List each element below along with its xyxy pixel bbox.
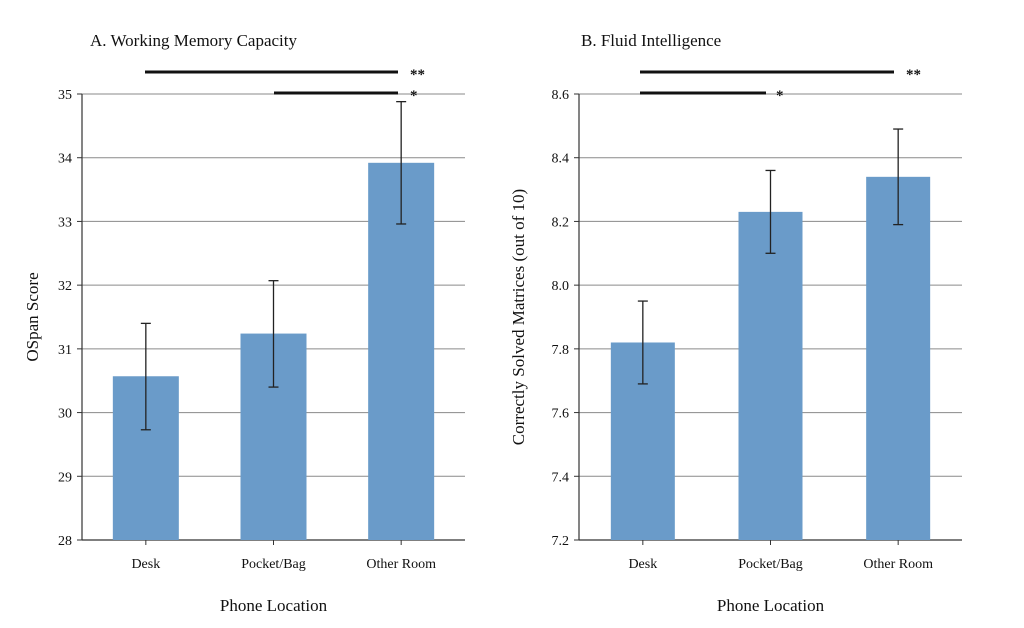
y-axis-title: Correctly Solved Matrices (out of 10) bbox=[509, 189, 528, 445]
x-tick-label: Desk bbox=[131, 557, 160, 572]
bar bbox=[368, 162, 435, 540]
significance-marker: * bbox=[410, 88, 418, 104]
bar bbox=[738, 211, 803, 540]
y-tick-label: 7.8 bbox=[552, 343, 570, 358]
chart-title: B. Fluid Intelligence bbox=[581, 31, 721, 50]
chart-panel-working-memory: A. Working Memory Capacity OSpan Score P… bbox=[23, 31, 465, 615]
x-tick-label: Other Room bbox=[863, 557, 933, 572]
y-tick-label: 34 bbox=[58, 152, 72, 167]
significance-marker: ** bbox=[906, 67, 921, 83]
y-axis-title: OSpan Score bbox=[23, 272, 42, 361]
y-tick-label: 8.0 bbox=[552, 279, 570, 294]
x-tick-label: Other Room bbox=[366, 557, 436, 572]
x-tick-label: Desk bbox=[628, 557, 657, 572]
y-tick-label: 29 bbox=[58, 470, 72, 485]
chart-title: A. Working Memory Capacity bbox=[90, 31, 298, 50]
y-tick-label: 31 bbox=[58, 343, 72, 358]
y-tick-label: 7.4 bbox=[552, 470, 570, 485]
y-tick-label: 8.6 bbox=[552, 88, 570, 103]
bar bbox=[866, 176, 931, 541]
x-tick-label: Pocket/Bag bbox=[241, 557, 306, 572]
y-tick-label: 7.6 bbox=[552, 407, 570, 422]
y-tick-label: 8.2 bbox=[552, 215, 570, 230]
y-tick-label: 8.4 bbox=[552, 152, 570, 167]
x-axis-title: Phone Location bbox=[220, 596, 328, 615]
y-tick-label: 7.2 bbox=[552, 534, 570, 549]
y-tick-label: 32 bbox=[58, 279, 72, 294]
significance-marker: ** bbox=[410, 67, 425, 83]
y-tick-label: 30 bbox=[58, 407, 72, 422]
x-tick-label: Pocket/Bag bbox=[738, 557, 803, 572]
y-tick-label: 28 bbox=[58, 534, 72, 549]
chart-panel-fluid-intelligence: B. Fluid Intelligence Correctly Solved M… bbox=[509, 31, 962, 615]
y-tick-label: 35 bbox=[58, 88, 72, 103]
significance-marker: * bbox=[776, 88, 784, 104]
x-axis-title: Phone Location bbox=[717, 596, 825, 615]
y-tick-label: 33 bbox=[58, 215, 72, 230]
